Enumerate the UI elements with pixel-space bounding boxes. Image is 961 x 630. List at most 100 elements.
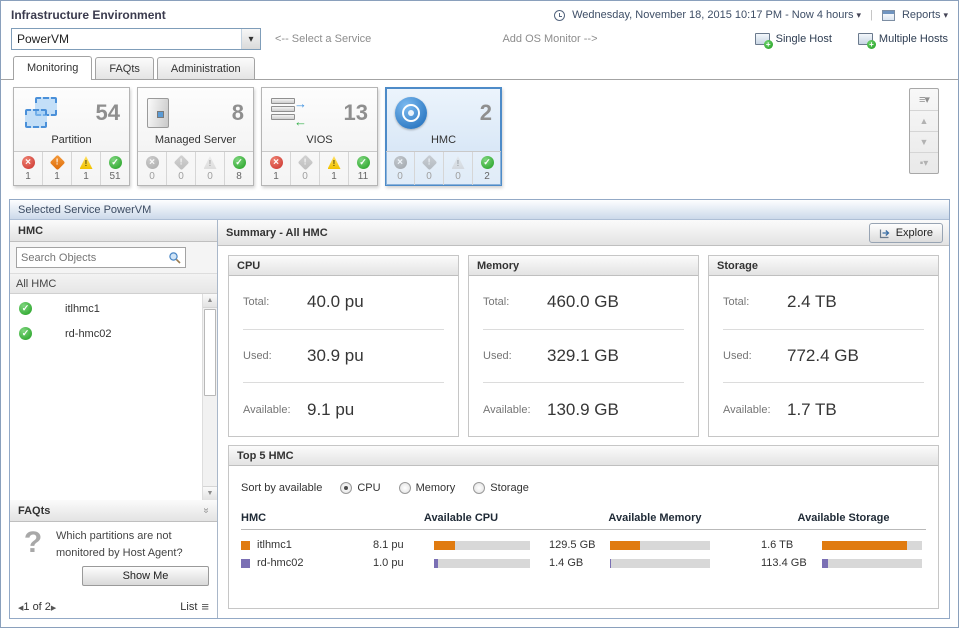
hmc-sidebar: HMC All HMC itlhmc1: [10, 220, 218, 618]
storage-bar-track: [822, 540, 922, 550]
tile-label: Managed Server: [154, 134, 237, 146]
tile-hmc[interactable]: 2 HMC 0 0 0 2: [385, 87, 502, 186]
tile-partition[interactable]: 54 Partition 1 1 1 51: [13, 87, 130, 186]
show-me-button[interactable]: Show Me: [82, 566, 209, 586]
sidebar-scrollbar[interactable]: ▲ ▼: [202, 294, 217, 500]
scroll-down-icon[interactable]: ▼: [203, 486, 217, 500]
service-selector[interactable]: PowerVM: [11, 28, 261, 50]
sort-option-storage[interactable]: Storage: [473, 482, 529, 494]
tile-vios[interactable]: 13 VIOS 1 0 1 11: [261, 87, 378, 186]
available-label: Available:: [723, 403, 771, 416]
status-normal[interactable]: 2: [472, 152, 501, 185]
available-label: Available:: [483, 403, 531, 416]
memory-card: Memory Total: 460.0 GB Used: 329.1 GB Ava…: [468, 255, 699, 437]
faqts-body: ? Which partitions are not monitored by …: [10, 522, 217, 618]
critical-icon: [421, 154, 437, 171]
status-fatal[interactable]: 1: [14, 152, 42, 185]
tab-monitoring[interactable]: Monitoring: [13, 56, 93, 80]
cpu-bar-track: [434, 558, 530, 568]
status-fatal[interactable]: 0: [138, 152, 166, 185]
scroll-thumb[interactable]: [204, 309, 216, 396]
search-icon[interactable]: [168, 251, 182, 265]
status-critical[interactable]: 0: [166, 152, 195, 185]
search-input[interactable]: [17, 251, 168, 264]
list-item-rd-hmc02[interactable]: rd-hmc02: [10, 321, 217, 346]
storage-total-value: 2.4 TB: [787, 292, 837, 312]
single-host-button[interactable]: Single Host: [754, 33, 832, 49]
reports-icon: [881, 9, 895, 21]
table-row[interactable]: itlhmc1 8.1 pu 129.5 GB 1.6 TB: [241, 536, 926, 554]
radio-icon[interactable]: [473, 482, 486, 494]
partition-count: 54: [95, 100, 120, 125]
collapse-icon[interactable]: »: [200, 507, 212, 514]
tab-administration[interactable]: Administration: [156, 57, 255, 79]
time-range-label: Wednesday, November 18, 2015 10:17 PM - …: [572, 9, 854, 21]
status-fatal[interactable]: 0: [386, 152, 414, 185]
next-page-icon[interactable]: ▶: [50, 604, 57, 612]
status-warning[interactable]: 1: [71, 152, 100, 185]
tile-managed-server[interactable]: 8 Managed Server 0 0 0 8: [137, 87, 254, 186]
reports-menu[interactable]: Reports: [902, 9, 948, 21]
critical-icon: [173, 154, 189, 171]
scroll-up-icon[interactable]: [910, 110, 938, 131]
carousel-mode-icon[interactable]: [910, 152, 938, 173]
series-swatch: [241, 540, 250, 550]
time-range-selector[interactable]: Wednesday, November 18, 2015 10:17 PM - …: [572, 9, 861, 21]
status-critical[interactable]: 0: [414, 152, 443, 185]
card-title: Storage: [709, 256, 938, 276]
multiple-hosts-button[interactable]: Multiple Hosts: [857, 33, 948, 49]
hmc-name[interactable]: rd-hmc02: [257, 557, 304, 569]
status-fatal[interactable]: 1: [262, 152, 290, 185]
status-normal[interactable]: 51: [100, 152, 129, 185]
status-warning[interactable]: 0: [195, 152, 224, 185]
cpu-used-value: 30.9 pu: [307, 346, 364, 365]
tile-list-menu-icon[interactable]: [910, 89, 938, 110]
prev-page-icon[interactable]: ◀: [18, 604, 24, 612]
object-list: itlhmc1 rd-hmc02 ▲ ▼: [10, 294, 217, 500]
scroll-up-icon[interactable]: ▲: [203, 294, 217, 308]
sort-option-memory[interactable]: Memory: [398, 482, 455, 494]
status-warning[interactable]: 1: [319, 152, 348, 185]
list-item-itlhmc1[interactable]: itlhmc1: [10, 296, 217, 321]
column-hmc: HMC: [241, 512, 267, 524]
tab-faqts[interactable]: FAQts: [95, 57, 154, 79]
tile-carousel-control: [909, 88, 939, 174]
warning-icon: [203, 156, 217, 169]
select-service-hint: <-- Select a Service: [275, 33, 372, 45]
status-normal[interactable]: 8: [224, 152, 253, 185]
tab-bar: Monitoring FAQts Administration: [1, 56, 958, 80]
faq-list-button[interactable]: List: [180, 599, 209, 614]
fatal-icon: [393, 156, 407, 169]
storage-card: Storage Total: 2.4 TB Used: 772.4 GB Avai…: [708, 255, 939, 437]
sort-row: Sort by available CPU Memory Storage: [241, 472, 926, 504]
explore-icon: [879, 229, 890, 238]
storage-available-value: 1.7 TB: [787, 399, 837, 419]
scroll-down-icon[interactable]: [910, 131, 938, 152]
radio-icon[interactable]: [340, 482, 353, 494]
total-label: Total:: [243, 296, 270, 309]
faqts-header[interactable]: FAQts »: [10, 500, 217, 522]
warning-icon: [327, 156, 341, 169]
status-normal[interactable]: 11: [348, 152, 377, 185]
tile-label: VIOS: [306, 134, 333, 146]
add-os-monitor-hint: Add OS Monitor -->: [502, 33, 598, 45]
table-row[interactable]: rd-hmc02 1.0 pu 1.4 GB 113.4 GB: [241, 554, 926, 572]
selected-service-bar: Selected Service PowerVM: [10, 200, 949, 220]
critical-icon: [297, 154, 313, 171]
status-critical[interactable]: 0: [290, 152, 319, 185]
radio-icon[interactable]: [398, 482, 411, 494]
time-range-icon: [554, 9, 566, 21]
faq-pagination[interactable]: ◀1 of 2▶: [18, 600, 57, 613]
memory-bar-fill: [610, 558, 611, 568]
critical-icon: [49, 154, 65, 171]
chevron-down-icon[interactable]: [241, 29, 260, 49]
sort-option-cpu[interactable]: CPU: [340, 482, 381, 494]
search-row: [10, 242, 217, 274]
series-swatch: [241, 558, 250, 568]
object-group-header[interactable]: All HMC: [10, 274, 217, 294]
hmc-name[interactable]: itlhmc1: [257, 539, 292, 551]
tile-label: HMC: [430, 134, 457, 146]
status-critical[interactable]: 1: [42, 152, 71, 185]
status-warning[interactable]: 0: [443, 152, 472, 185]
explore-button[interactable]: Explore: [868, 222, 943, 243]
